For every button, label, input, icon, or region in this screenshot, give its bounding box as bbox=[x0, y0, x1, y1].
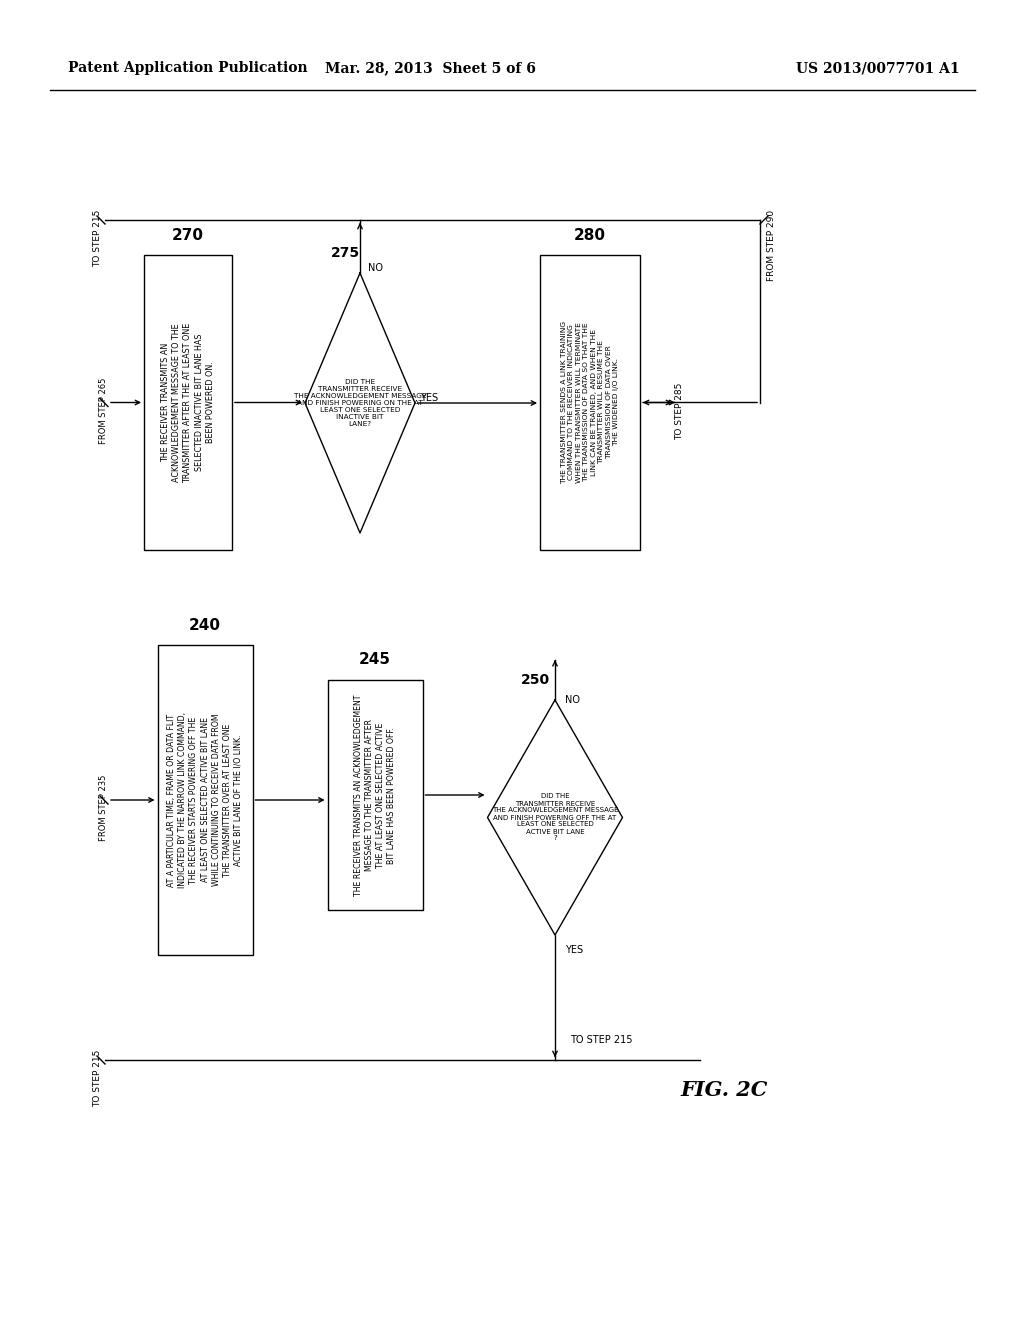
Bar bbox=[328, 680, 423, 909]
Text: FROM STEP 235: FROM STEP 235 bbox=[98, 775, 108, 841]
Bar bbox=[540, 255, 640, 550]
Text: DID THE
TRANSMITTER RECEIVE
THE ACKNOWLEDGEMENT MESSAGE
AND FINISH POWERING ON T: DID THE TRANSMITTER RECEIVE THE ACKNOWLE… bbox=[294, 379, 426, 426]
Text: FROM STEP 290: FROM STEP 290 bbox=[768, 210, 776, 281]
Bar bbox=[144, 255, 232, 550]
Text: NO: NO bbox=[565, 696, 580, 705]
Text: TO STEP 285: TO STEP 285 bbox=[676, 383, 684, 440]
Text: Mar. 28, 2013  Sheet 5 of 6: Mar. 28, 2013 Sheet 5 of 6 bbox=[325, 61, 536, 75]
Text: 275: 275 bbox=[331, 246, 359, 260]
Text: 245: 245 bbox=[359, 652, 391, 668]
Text: US 2013/0077701 A1: US 2013/0077701 A1 bbox=[797, 61, 961, 75]
Text: YES: YES bbox=[420, 393, 438, 403]
Text: DID THE
TRANSMITTER RECEIVE
THE ACKNOWLEDGEMENT MESSAGE
AND FINISH POWERING OFF : DID THE TRANSMITTER RECEIVE THE ACKNOWLE… bbox=[492, 793, 618, 842]
Text: FIG. 2C: FIG. 2C bbox=[680, 1080, 767, 1100]
Text: TO STEP 215: TO STEP 215 bbox=[93, 1049, 102, 1107]
Text: 280: 280 bbox=[574, 227, 606, 243]
Text: AT A PARTICULAR TIME, FRAME OR DATA FLIT
INDICATED BY THE NARROW LINK COMMAND,
T: AT A PARTICULAR TIME, FRAME OR DATA FLIT… bbox=[167, 711, 243, 888]
Text: FROM STEP 265: FROM STEP 265 bbox=[98, 378, 108, 444]
Text: THE RECEIVER TRANSMITS AN ACKNOWLEDGEMENT
MESSAGE TO THE TRANSMITTER AFTER
THE A: THE RECEIVER TRANSMITS AN ACKNOWLEDGEMEN… bbox=[354, 694, 396, 896]
Text: THE TRANSMITTER SENDS A LINK TRAINING
COMMAND TO THE RECEIVER INDICATING
WHEN TH: THE TRANSMITTER SENDS A LINK TRAINING CO… bbox=[561, 321, 620, 484]
Polygon shape bbox=[487, 700, 623, 935]
Text: THE RECEIVER TRANSMITS AN
ACKNOWLEDGEMENT MESSAGE TO THE
TRANSMITTER AFTER THE A: THE RECEIVER TRANSMITS AN ACKNOWLEDGEMEN… bbox=[162, 322, 215, 483]
Text: TO STEP 215: TO STEP 215 bbox=[93, 210, 102, 268]
Polygon shape bbox=[305, 273, 415, 533]
Text: Patent Application Publication: Patent Application Publication bbox=[68, 61, 307, 75]
Text: YES: YES bbox=[565, 945, 583, 954]
Text: TO STEP 215: TO STEP 215 bbox=[570, 1035, 633, 1045]
Bar bbox=[158, 645, 253, 954]
Text: NO: NO bbox=[368, 263, 383, 273]
Text: 240: 240 bbox=[189, 618, 221, 632]
Text: 250: 250 bbox=[520, 673, 550, 686]
Text: 270: 270 bbox=[172, 227, 204, 243]
